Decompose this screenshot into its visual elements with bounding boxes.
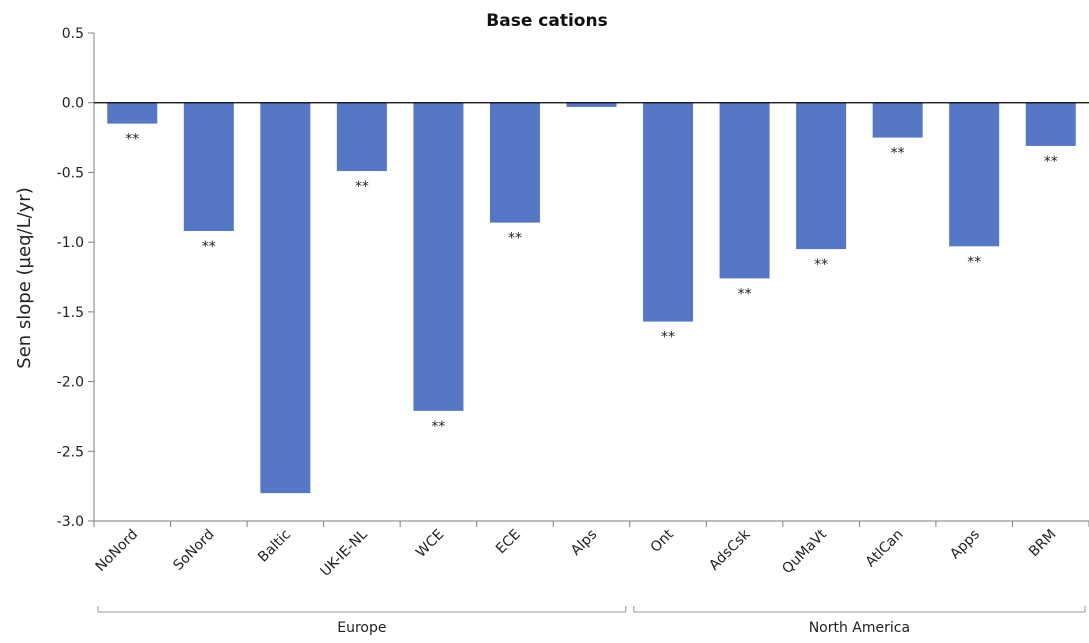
- group-label: Europe: [337, 620, 386, 636]
- bar-atlcan: [872, 102, 923, 138]
- y-tick-label: -3.0: [57, 514, 84, 530]
- x-tick-label: Baltic: [255, 527, 294, 566]
- x-tick-label: QuMaVt: [779, 526, 830, 577]
- x-tick-label: BRM: [1026, 527, 1060, 561]
- y-tick-label: -1.0: [57, 235, 84, 251]
- x-tick-label: AdsCsk: [706, 526, 754, 574]
- chart-title: Base cations: [486, 11, 607, 31]
- significance-marker: **: [1044, 154, 1058, 170]
- x-tick-label: Apps: [947, 527, 983, 563]
- group-label: North America: [809, 620, 910, 636]
- y-tick-label: 0.5: [62, 26, 84, 42]
- significance-labels: ** ** ** ** ** ** ** ** ** ** **: [125, 132, 1057, 435]
- bar-adscsk: [719, 102, 770, 279]
- y-tick-label: -1.5: [57, 305, 84, 321]
- y-tick-label: -0.5: [57, 165, 84, 181]
- bar-ont: [643, 102, 694, 322]
- significance-marker: **: [202, 239, 216, 255]
- bar-qumavt: [796, 102, 847, 250]
- y-axis-label: Sen slope (µeq/L/yr): [14, 187, 35, 368]
- x-tick-label: WCE: [413, 527, 447, 561]
- bar-baltic: [260, 102, 311, 494]
- bar-ece: [489, 102, 540, 223]
- significance-marker: **: [508, 231, 522, 247]
- x-tick-label: SoNord: [170, 527, 217, 574]
- significance-marker: **: [738, 286, 752, 302]
- bar-nonord: [107, 102, 158, 124]
- x-tick-label: Ont: [648, 526, 678, 556]
- x-tick-label: UK-IE-NL: [317, 526, 370, 579]
- bar-apps: [949, 102, 1000, 247]
- significance-marker: **: [814, 257, 828, 273]
- y-axis: 0.5 0.0 -0.5 -1.0 -1.5 -2.0 -2.5 -3.0: [57, 26, 95, 530]
- significance-marker: **: [891, 146, 905, 162]
- x-tick-label: ECE: [493, 527, 524, 558]
- x-tick-label: Alps: [568, 527, 600, 559]
- x-axis: NoNord SoNord Baltic UK-IE-NL WCE ECE Alps Ont A…: [93, 520, 1089, 580]
- significance-marker: **: [431, 419, 445, 435]
- significance-marker: **: [661, 330, 675, 346]
- category-groups: Europe North America: [97, 606, 1086, 636]
- bar-wce: [413, 102, 464, 411]
- x-tick-label: AtlCan: [863, 527, 907, 571]
- y-tick-label: -2.5: [57, 444, 84, 460]
- significance-marker: **: [967, 254, 981, 270]
- significance-marker: **: [355, 179, 369, 195]
- y-tick-label: -2.0: [57, 375, 84, 391]
- y-tick-label: 0.0: [62, 96, 84, 112]
- bar-brm: [1025, 102, 1076, 146]
- significance-marker: **: [125, 132, 139, 148]
- bar-sonord: [183, 102, 234, 231]
- bar-uk-ie-nl: [336, 102, 387, 172]
- bar-alps: [566, 102, 617, 107]
- bars: [107, 102, 1076, 494]
- x-tick-label: NoNord: [93, 527, 141, 575]
